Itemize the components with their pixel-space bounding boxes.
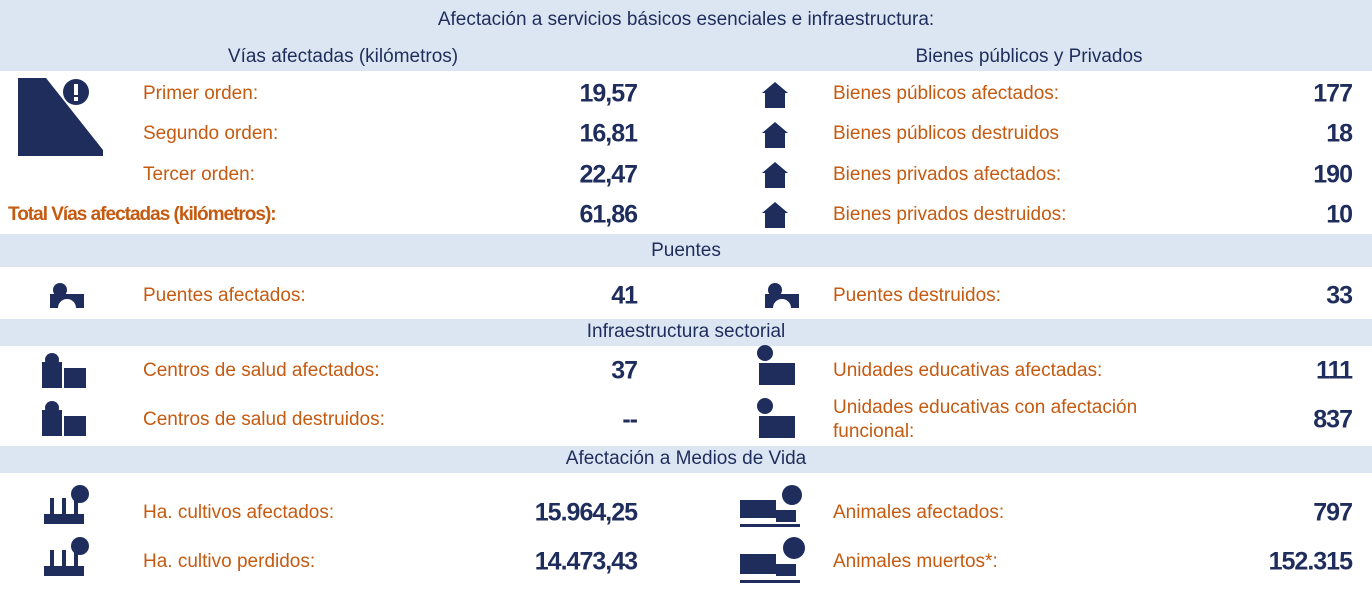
livelihood-value: 14.473,43 bbox=[534, 547, 638, 576]
goods-label: Bienes públicos afectados: bbox=[833, 83, 1060, 104]
crop-icon bbox=[44, 537, 89, 576]
house-icon bbox=[762, 162, 788, 188]
school-icon bbox=[757, 345, 795, 385]
goods-label: Bienes privados afectados: bbox=[833, 164, 1062, 185]
health-icon bbox=[42, 353, 86, 388]
house-icon bbox=[762, 202, 788, 228]
animal-icon bbox=[740, 485, 802, 527]
road-label: Tercer orden: bbox=[143, 164, 255, 185]
school-icon bbox=[757, 398, 795, 438]
bridge-value: 33 bbox=[1326, 281, 1353, 310]
house-icon bbox=[762, 82, 788, 108]
livelihood-label: Animales afectados: bbox=[833, 502, 1005, 523]
bridge-label: Puentes destruidos: bbox=[833, 285, 1001, 306]
road-value: 19,57 bbox=[579, 79, 638, 108]
livelihood-value: 152.315 bbox=[1268, 547, 1353, 576]
goods-value: 18 bbox=[1326, 119, 1353, 148]
livelihood-label: Ha. cultivos afectados: bbox=[143, 502, 335, 523]
header-band bbox=[0, 0, 1372, 71]
bridge-icon bbox=[765, 283, 799, 308]
house-icon bbox=[762, 122, 788, 148]
animal-icon bbox=[740, 537, 805, 583]
sector-value: 837 bbox=[1313, 405, 1353, 434]
left-subtitle: Vías afectadas (kilómetros) bbox=[227, 46, 459, 67]
crop-icon bbox=[44, 485, 89, 524]
bridge-value: 41 bbox=[611, 281, 638, 310]
goods-value: 190 bbox=[1313, 160, 1353, 189]
sector-value: 37 bbox=[611, 356, 638, 385]
road-total-value: 61,86 bbox=[579, 200, 638, 229]
road-total-label: Total Vías afectadas (kilómetros): bbox=[8, 204, 277, 225]
bridge-icon bbox=[50, 283, 84, 308]
sector-value: -- bbox=[622, 405, 638, 434]
goods-value: 177 bbox=[1313, 79, 1353, 108]
right-subtitle: Bienes públicos y Privados bbox=[915, 46, 1143, 67]
goods-label: Bienes privados destruidos: bbox=[833, 204, 1067, 225]
livelihood-value: 797 bbox=[1313, 498, 1353, 527]
road-label: Primer orden: bbox=[143, 83, 259, 104]
road-label: Segundo orden: bbox=[143, 123, 279, 144]
health-icon bbox=[42, 401, 86, 436]
goods-value: 10 bbox=[1326, 200, 1353, 229]
road-value: 16,81 bbox=[579, 119, 638, 148]
section-band bbox=[0, 234, 1372, 267]
section-title: Puentes bbox=[651, 240, 721, 261]
livelihood-label: Animales muertos*: bbox=[833, 551, 998, 572]
sector-label: Unidades educativas con afectación funci… bbox=[833, 397, 1138, 442]
section-band bbox=[0, 319, 1372, 346]
section-band bbox=[0, 446, 1372, 473]
livelihood-label: Ha. cultivo perdidos: bbox=[143, 551, 316, 572]
sector-value: 111 bbox=[1316, 356, 1353, 385]
header-title: Afectación a servicios básicos esenciale… bbox=[437, 9, 935, 30]
sector-label: Centros de salud destruidos: bbox=[143, 409, 385, 430]
road-icon bbox=[18, 78, 103, 156]
road-value: 22,47 bbox=[579, 160, 638, 189]
bridge-label: Puentes afectados: bbox=[143, 285, 306, 306]
livelihood-value: 15.964,25 bbox=[534, 498, 638, 527]
section-title: Afectación a Medios de Vida bbox=[565, 448, 807, 469]
section-title: Infraestructura sectorial bbox=[586, 321, 786, 342]
sector-label: Centros de salud afectados: bbox=[143, 360, 380, 381]
goods-label: Bienes públicos destruidos bbox=[833, 123, 1060, 144]
sector-label: Unidades educativas afectadas: bbox=[833, 360, 1103, 381]
